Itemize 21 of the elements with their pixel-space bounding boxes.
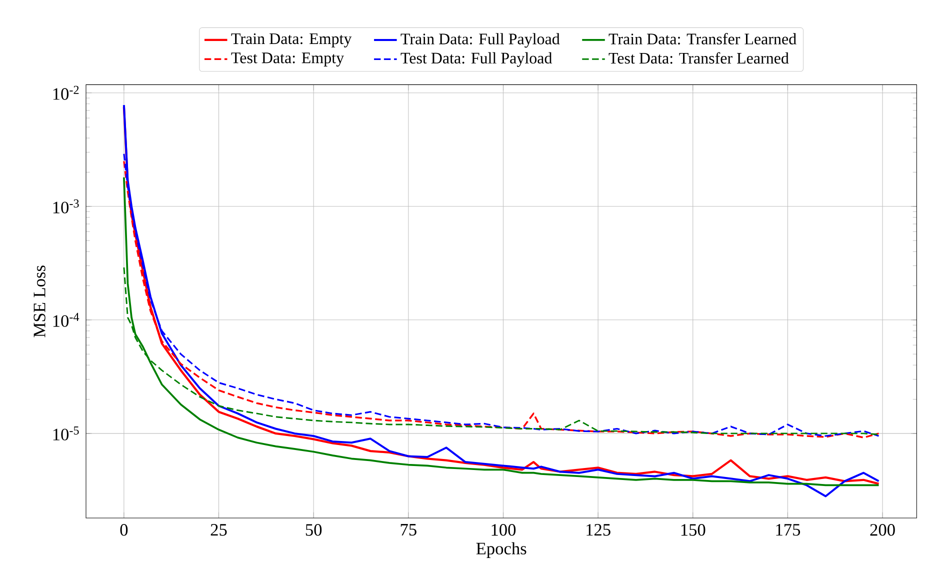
x-axis-title: Epochs — [476, 542, 526, 558]
legend-label: Test Data: Full Payload — [400, 52, 552, 67]
x-tick-label: 75 — [400, 524, 416, 536]
legend-label: Test Data: Transfer Learned — [608, 52, 789, 64]
x-tick-label: 50 — [306, 524, 322, 536]
legend-label: Test Data: Empty — [231, 52, 344, 67]
legend-label: Train Data: Transfer Learned — [608, 33, 796, 45]
y-tick-label: 10$^{-4}$ — [53, 312, 80, 327]
y-tick-label: 10$^{-3}$ — [53, 199, 79, 214]
x-tick-label: 150 — [681, 524, 706, 536]
x-tick-label: 100 — [492, 524, 516, 536]
x-tick-label: 200 — [870, 524, 895, 536]
x-tick-label: 175 — [776, 524, 800, 536]
y-tick-label: 10$^{-2}$ — [53, 86, 79, 100]
x-tick-label: 25 — [210, 524, 227, 536]
legend-label: Train Data: Full Payload — [400, 33, 560, 48]
x-tick-label: 0 — [120, 524, 128, 536]
y-axis-title: MSE Loss — [34, 266, 46, 338]
x-tick-label: 125 — [586, 524, 610, 536]
y-tick-label: 10$^{-5}$ — [53, 426, 79, 440]
legend-label: Train Data: Empty — [231, 33, 352, 48]
